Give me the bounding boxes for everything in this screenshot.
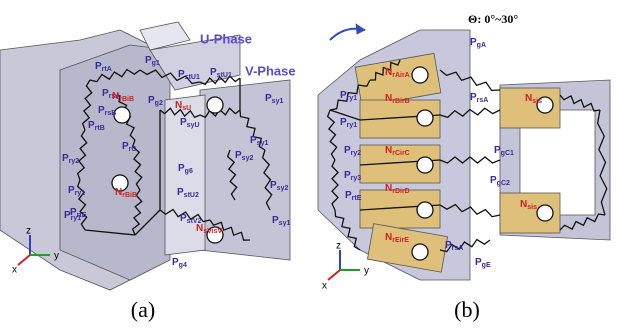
axis-label: y: [364, 266, 369, 277]
caption: (a): [131, 297, 155, 322]
label-sub: rBiB: [119, 96, 134, 103]
mmf-source: [417, 157, 433, 173]
label-sub: stU1: [185, 74, 200, 81]
label-sub: rEirE: [392, 237, 409, 244]
phase-label: V-Phase: [245, 63, 296, 78]
circuit-label: PgA: [470, 37, 486, 49]
circuit-label: PrsA: [470, 92, 488, 104]
label-sub: stU1: [217, 72, 232, 79]
axis-label: z: [26, 226, 31, 237]
label-main: N: [196, 223, 203, 234]
label-sub: sy2: [242, 155, 254, 162]
label-main: N: [112, 91, 119, 102]
mmf-source: [412, 244, 428, 260]
label-sub: g1: [152, 60, 160, 67]
mmf-source: [412, 67, 428, 83]
label-sub: g4: [179, 262, 187, 269]
label-sub: rCirC: [392, 150, 410, 157]
circuit-label: PgE: [475, 257, 491, 269]
circuit-label: Pg4: [172, 257, 187, 269]
label-sub: sVisV: [203, 228, 222, 235]
mmf-source: [537, 205, 553, 221]
caption: (b): [454, 297, 480, 322]
label-main: N: [385, 183, 392, 194]
label-sub: ry3: [351, 175, 362, 182]
label-sub: stU2: [184, 192, 199, 199]
label-sub: ry1: [71, 215, 82, 222]
mmf-source: [417, 110, 433, 126]
label-sub: rsA: [452, 245, 464, 252]
label-main: N: [385, 232, 392, 243]
label-sub: ry2: [351, 150, 362, 157]
label-sub: rC: [129, 146, 137, 153]
label-sub: rsB: [105, 110, 117, 117]
label-sub: rAirA: [392, 72, 410, 79]
figure: (a) (b) U-Phase V-Phase Θ: 0°~30° z y x …: [0, 0, 622, 330]
label-main: N: [175, 100, 182, 111]
label-sub: ry1: [347, 122, 358, 129]
axis-label: z: [336, 241, 341, 252]
label-sub: ry1: [75, 190, 86, 197]
label-sub: g6: [185, 168, 193, 175]
axis-label: y: [54, 251, 59, 262]
label-sub: sy1: [272, 98, 284, 105]
label-main: N: [115, 187, 122, 198]
label-sub: sy1: [279, 220, 291, 227]
label-sub: g2: [155, 100, 163, 107]
axis-label: x: [12, 265, 17, 276]
label-sub: sy1: [257, 140, 269, 147]
label-main: N: [385, 93, 392, 104]
label-sub: gA: [477, 42, 486, 49]
label-sub: rtA: [102, 66, 112, 73]
label-sub: gC2: [497, 180, 510, 187]
label-sub: sis: [532, 98, 542, 105]
label-sub: rsA: [477, 97, 489, 104]
axis-label: x: [322, 281, 327, 292]
label-sub: sU: [182, 105, 191, 112]
mmf-source: [417, 202, 433, 218]
label-sub: ry1: [347, 95, 358, 102]
label-main: N: [385, 67, 392, 78]
label-sub: rtE: [352, 195, 362, 202]
label-sub: gC1: [501, 150, 514, 157]
label-sub: rDirD: [392, 188, 410, 195]
label-sub: syU: [187, 122, 200, 129]
label-sub: rtB: [95, 125, 105, 132]
label-main: N: [525, 93, 532, 104]
label-sub: rBiB: [122, 192, 137, 199]
mmf-source: [207, 97, 223, 113]
label-sub: ry2: [69, 158, 80, 165]
phase-label: U-Phase: [200, 31, 252, 46]
label-sub: sy2: [277, 185, 289, 192]
angle-label: Θ: 0°~30°: [468, 12, 518, 26]
label-sub: rBirB: [392, 98, 410, 105]
label-main: N: [385, 145, 392, 156]
label-sub: gE: [482, 262, 491, 269]
label-main: N: [520, 199, 527, 210]
label-sub: sis: [527, 204, 537, 211]
mmf-source: [114, 107, 130, 123]
